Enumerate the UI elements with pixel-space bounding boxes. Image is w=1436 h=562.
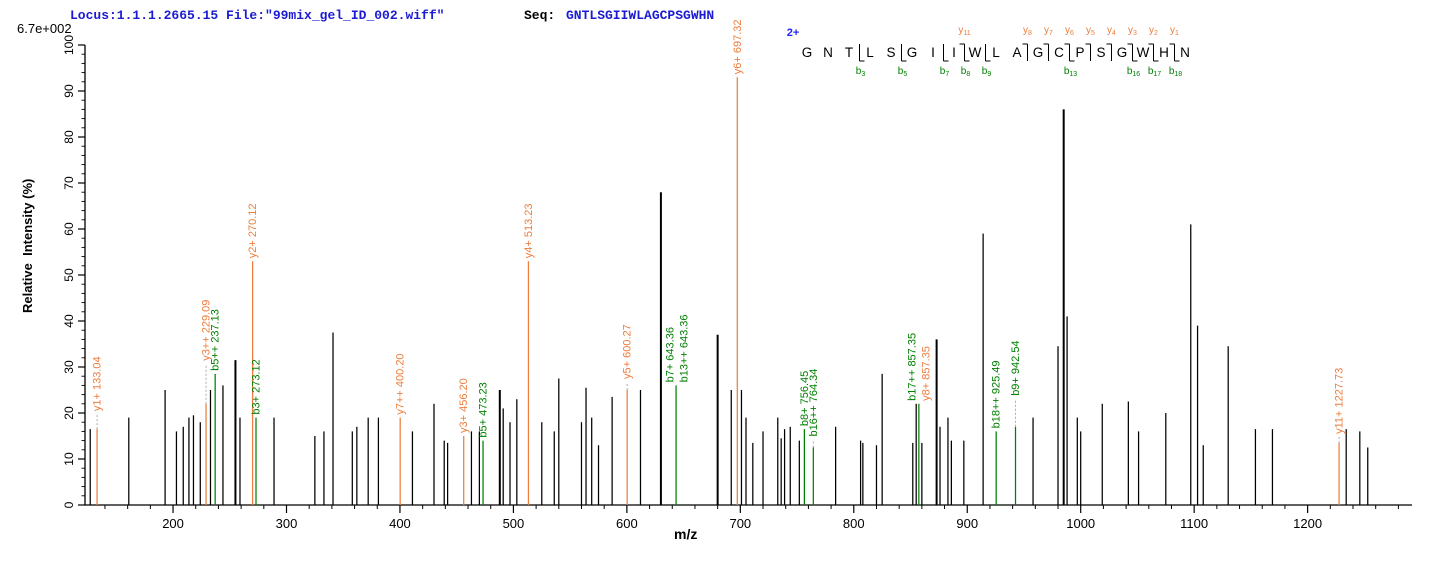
b-ion-peak-label: b17++ 857.35 (906, 333, 918, 401)
residue-letter: N (823, 45, 833, 60)
residue-letter: G (1033, 45, 1044, 60)
b-ion-site-label: b7 (940, 66, 950, 78)
y-ion-site-label: y5 (1086, 25, 1095, 37)
precursor-charge-label: 2+ (787, 27, 800, 39)
x-tick-label: 1000 (1066, 516, 1095, 531)
residue-letter: G (907, 45, 918, 60)
y-ion-site-label: y4 (1107, 25, 1116, 37)
b-ion-site-label: b8 (961, 66, 971, 78)
b-ion-peak-label: b16++ 764.34 (808, 369, 820, 437)
y-ion-peak-label: y2+ 270.12 (247, 203, 259, 258)
y-tick-label: 90 (62, 84, 76, 98)
y-ion-site-label: y8 (1023, 25, 1032, 37)
b-ion-peak-label: b5+ 473.23 (478, 382, 490, 437)
y-ion-site-label: y3 (1128, 25, 1137, 37)
x-tick-label: 800 (843, 516, 865, 531)
residue-letter: G (1117, 45, 1128, 60)
x-axis-title: m/z (674, 526, 698, 542)
y-tick-label: 10 (62, 452, 76, 466)
residue-letter: I (931, 45, 935, 60)
residue-letter: N (1180, 45, 1190, 60)
x-tick-label: 1200 (1293, 516, 1322, 531)
b-ion-peak-label: b18++ 925.49 (991, 360, 1003, 428)
sequence-value: GNTLSGIIWLAGCPSGWHN (566, 8, 715, 23)
y-ion-site-label: y11 (958, 25, 970, 37)
b-ion-peak-label: b7+ 643.36 (665, 327, 677, 382)
y-tick-label: 0 (62, 501, 76, 508)
y-ion-peak-label: y3++ 229.09 (201, 300, 213, 361)
b-ion-site-label: b17 (1148, 66, 1161, 78)
b-ion-peak-label: b8+ 756.45 (799, 371, 811, 426)
residue-letter: A (1012, 45, 1021, 60)
x-tick-label: 300 (276, 516, 298, 531)
y-ion-peak-label: y8+ 857.35 (920, 346, 932, 401)
b-ion-site-label: b3 (856, 66, 866, 78)
b-ion-site-label: b9 (982, 66, 992, 78)
y-tick-label: 70 (62, 176, 76, 190)
y-ion-peak-label: y4+ 513.23 (523, 203, 535, 258)
residue-letter: L (992, 45, 1000, 60)
y-ion-site-label: y1 (1170, 25, 1179, 37)
residue-letter: L (866, 45, 874, 60)
x-tick-label: 200 (162, 516, 184, 531)
residue-letter: W (1137, 45, 1150, 60)
y-tick-label: 80 (62, 130, 76, 144)
residue-letter: T (845, 45, 853, 60)
seq-label: Seq: (524, 8, 556, 23)
y-tick-label: 20 (62, 406, 76, 420)
y-ion-peak-label: y11+ 1227.73 (1334, 368, 1346, 434)
y-tick-label: 30 (62, 360, 76, 374)
x-tick-label: 600 (616, 516, 638, 531)
residue-letter: I (952, 45, 956, 60)
residue-letter: G (802, 45, 813, 60)
b-ion-peak-label: b9+ 942.54 (1010, 340, 1022, 395)
y-ion-peak-label: y3+ 456.20 (458, 378, 470, 433)
b-ion-peak-label: b3+ 273.12 (251, 359, 263, 414)
x-tick-label: 700 (729, 516, 751, 531)
b-ion-peak-label: b13++ 643.36 (679, 314, 691, 382)
y-ion-peak-label: y7++ 400.20 (395, 353, 407, 414)
y-ion-peak-label: y6+ 697.32 (732, 19, 744, 74)
y-ion-peak-label: y1+ 133.04 (92, 356, 104, 411)
b-ion-site-label: b13 (1064, 66, 1077, 78)
residue-letter: P (1075, 45, 1084, 60)
residue-letter: H (1159, 45, 1169, 60)
y-ion-site-label: y2 (1149, 25, 1158, 37)
b-ion-site-label: b16 (1127, 66, 1140, 78)
residue-letter: W (969, 45, 982, 60)
x-tick-label: 1100 (1180, 516, 1208, 531)
y-tick-label: 60 (62, 222, 76, 236)
y-tick-label: 100 (62, 35, 76, 55)
y-ion-peak-label: y5+ 600.27 (622, 324, 634, 379)
x-tick-label: 400 (389, 516, 411, 531)
y-tick-label: 50 (62, 268, 76, 282)
x-tick-label: 900 (956, 516, 978, 531)
x-tick-label: 500 (503, 516, 525, 531)
residue-letter: S (886, 45, 895, 60)
residue-letter: S (1096, 45, 1105, 60)
intensity-scale-max: 6.7e+002 (17, 21, 72, 36)
locus-file-header: Locus:1.1.1.2665.15 File:"99mix_gel_ID_0… (70, 8, 445, 23)
y-tick-label: 40 (62, 314, 76, 328)
b-ion-site-label: b5 (898, 66, 908, 78)
y-ion-site-label: y7 (1044, 25, 1053, 37)
b-ion-peak-label: b5++ 237.13 (210, 309, 222, 371)
b-ion-site-label: b18 (1169, 66, 1182, 78)
y-ion-site-label: y6 (1065, 25, 1074, 37)
residue-letter: C (1054, 45, 1064, 60)
